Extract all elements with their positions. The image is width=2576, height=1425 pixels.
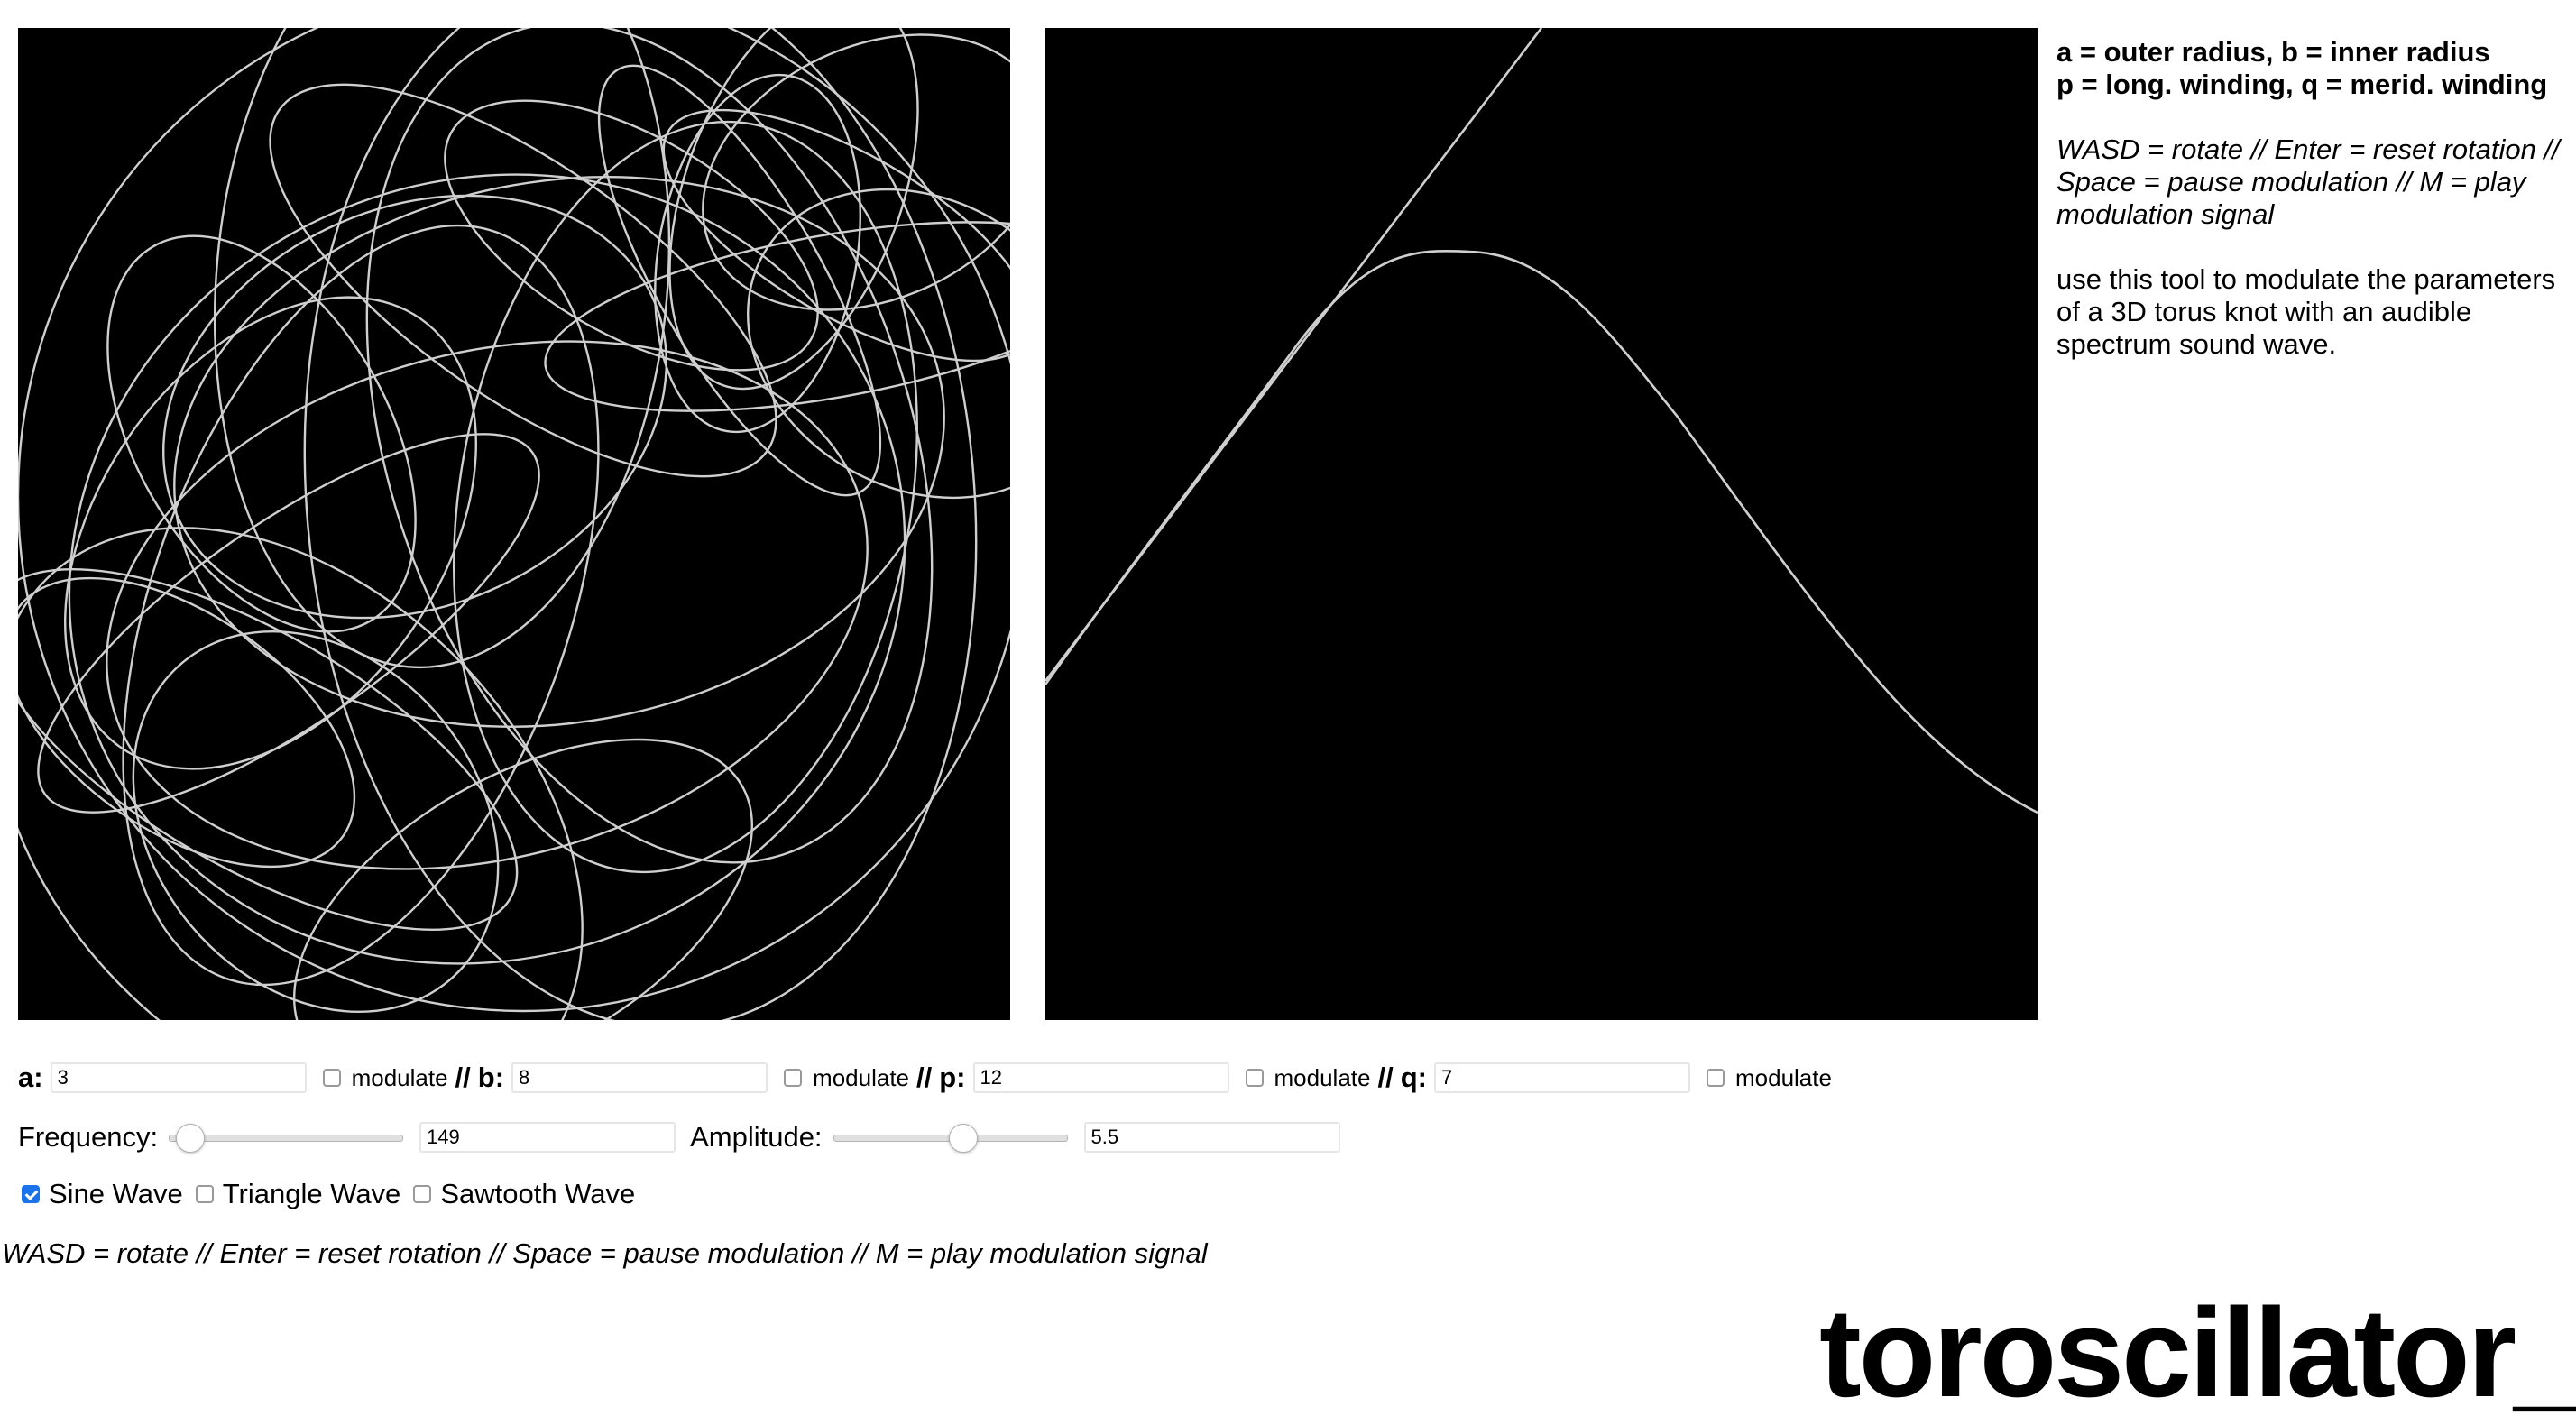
- waveform-canvas: [1045, 28, 2038, 1020]
- amplitude-slider-thumb[interactable]: [948, 1124, 978, 1153]
- sawtooth-wave-label: Sawtooth Wave: [440, 1178, 636, 1209]
- amplitude-input[interactable]: [1083, 1122, 1340, 1153]
- param-q-modulate-label: modulate: [1734, 1063, 1832, 1091]
- info-winding-legend: p = long. winding, q = merid. winding: [2056, 69, 2548, 100]
- info-controls-hint: WASD = rotate // Enter = reset rotation …: [2056, 133, 2560, 230]
- triangle-wave-checkbox[interactable]: [195, 1185, 214, 1203]
- amplitude-slider[interactable]: [833, 1124, 1068, 1153]
- param-q-input[interactable]: [1433, 1062, 1690, 1093]
- footer-controls-hint: WASD = rotate // Enter = reset rotation …: [2, 1237, 1208, 1269]
- tangent-line: [1045, 28, 1543, 682]
- separator: //: [916, 1062, 933, 1093]
- param-a-label: a:: [18, 1062, 43, 1093]
- param-p-input[interactable]: [972, 1062, 1229, 1093]
- param-p-modulate-label: modulate: [1274, 1063, 1371, 1091]
- frequency-slider-track: [169, 1135, 404, 1142]
- param-a-modulate-label: modulate: [351, 1063, 448, 1091]
- param-b-input[interactable]: [511, 1062, 768, 1093]
- param-a-input[interactable]: [50, 1062, 307, 1093]
- app-title: toroscillator_: [1819, 1282, 2576, 1423]
- param-p-label: p:: [939, 1062, 966, 1093]
- info-panel: a = outer radius, b = inner radius p = l…: [2056, 36, 2576, 361]
- frequency-slider-thumb[interactable]: [176, 1124, 206, 1153]
- sine-wave-checkbox[interactable]: [22, 1185, 40, 1203]
- waveform-selector: Sine Wave Triangle Wave Sawtooth Wave: [18, 1174, 635, 1214]
- sawtooth-wave-checkbox[interactable]: [413, 1185, 432, 1203]
- torus-knot-drawing: [18, 28, 1010, 1020]
- amplitude-label: Amplitude:: [690, 1121, 823, 1153]
- separator: //: [1377, 1062, 1394, 1093]
- frequency-label: Frequency:: [18, 1121, 159, 1153]
- waveform-drawing: [1045, 28, 2038, 814]
- param-b-label: b:: [477, 1062, 505, 1093]
- sine-wave-label: Sine Wave: [49, 1178, 183, 1209]
- param-a-modulate-checkbox[interactable]: [322, 1069, 341, 1087]
- sine-wave-curve: [1045, 249, 2038, 814]
- param-b-modulate-checkbox[interactable]: [784, 1069, 803, 1087]
- signal-controls: Frequency: Amplitude:: [18, 1115, 1355, 1160]
- param-b-modulate-label: modulate: [813, 1063, 910, 1091]
- torus-knot-canvas[interactable]: [18, 28, 1010, 1020]
- frequency-slider[interactable]: [169, 1124, 404, 1153]
- triangle-wave-label: Triangle Wave: [222, 1178, 401, 1209]
- separator: //: [455, 1062, 471, 1093]
- param-p-modulate-checkbox[interactable]: [1245, 1069, 1264, 1087]
- info-description: use this tool to modulate the parameters…: [2056, 263, 2556, 360]
- info-radius-legend: a = outer radius, b = inner radius: [2056, 36, 2490, 68]
- param-q-label: q:: [1400, 1062, 1427, 1093]
- frequency-input[interactable]: [419, 1122, 676, 1153]
- parameter-controls: a: modulate // b: modulate // p: modulat…: [18, 1057, 1832, 1099]
- param-q-modulate-checkbox[interactable]: [1706, 1069, 1725, 1087]
